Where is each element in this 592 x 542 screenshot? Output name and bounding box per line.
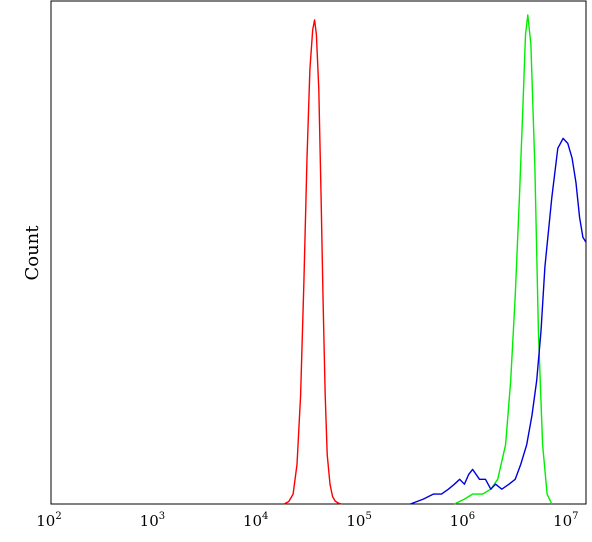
y-axis-label: Count (22, 225, 43, 281)
series-line-0 (283, 19, 342, 505)
series-line-1 (454, 14, 553, 505)
x-tick-label-5: 107 (553, 511, 578, 530)
x-tick-labels: 102 103 104 105 106 107 (36, 511, 578, 530)
series-line-2 (410, 137, 587, 505)
x-tick-label-4: 106 (450, 511, 475, 530)
x-tick-label-0: 102 (36, 511, 61, 530)
x-tick-label-1: 103 (140, 511, 165, 530)
x-tick-label-3: 105 (346, 511, 371, 530)
series-layer (283, 14, 587, 505)
x-tick-label-2: 104 (243, 511, 268, 530)
